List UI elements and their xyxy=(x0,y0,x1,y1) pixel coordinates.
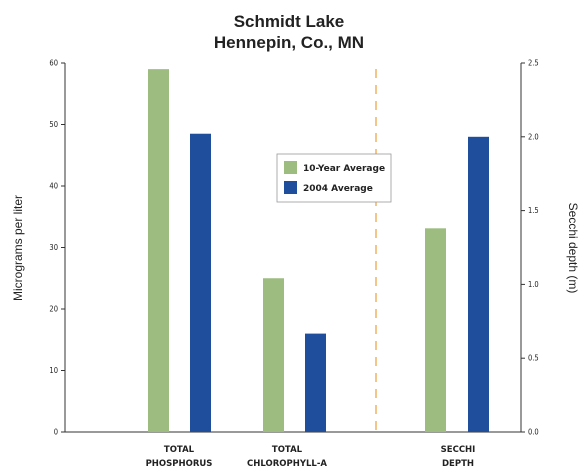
bar-chlorophyll-2004 xyxy=(305,333,326,432)
y-right-tick-label: 0.0 xyxy=(528,428,539,437)
y-left-tick-label: 60 xyxy=(49,59,58,68)
category-label-chlorophyll-line2: CHLOROPHYLL-A xyxy=(247,459,327,469)
legend-swatch-10-year xyxy=(284,161,297,174)
plot-area: 0 10 20 30 40 50 60 0.0 0.5 1.0 1.5 2.0 2.5 xyxy=(49,59,538,437)
y-left-tick-label: 50 xyxy=(49,120,58,129)
bar-secchi-2004 xyxy=(468,136,489,433)
category-label-phosphorus-line1: TOTAL xyxy=(164,445,195,455)
category-label-phosphorus-line2: PHOSPHORUS xyxy=(146,459,213,469)
bar-phosphorus-10-year xyxy=(148,69,169,433)
bar-secchi-10-year xyxy=(425,228,446,432)
legend-label-10-year: 10-Year Average xyxy=(303,164,385,174)
category-label-secchi-line2: DEPTH xyxy=(442,459,474,469)
category-label-chlorophyll-line1: TOTAL xyxy=(272,445,303,455)
y-right-tick-label: 2.0 xyxy=(528,132,539,141)
y-right-tick-label: 1.0 xyxy=(528,280,539,289)
y-left-tick-label: 30 xyxy=(49,243,58,252)
y-axis-right-label: Secchi depth (m) xyxy=(566,203,578,294)
chart-subtitle: Hennepin, Co., MN xyxy=(214,33,364,52)
bar-phosphorus-2004 xyxy=(190,133,211,432)
y-left-tick-label: 20 xyxy=(49,305,58,314)
y-axis-left-label: Micrograms per liter xyxy=(11,195,25,301)
legend-swatch-2004 xyxy=(284,181,297,194)
y-right-tick-label: 1.5 xyxy=(528,206,539,215)
chart-title: Schmidt Lake xyxy=(234,12,345,31)
legend-label-2004: 2004 Average xyxy=(303,184,373,194)
bar-chlorophyll-10-year xyxy=(263,278,284,432)
category-label-secchi-line1: SECCHI xyxy=(441,445,476,455)
y-left-tick-label: 40 xyxy=(49,182,58,191)
y-right-tick-label: 2.5 xyxy=(528,59,539,68)
y-right-tick-label: 0.5 xyxy=(528,354,539,363)
y-left-tick-label: 10 xyxy=(49,366,58,375)
y-left-tick-label: 0 xyxy=(54,428,58,437)
legend: 10-Year Average 2004 Average xyxy=(276,153,392,203)
